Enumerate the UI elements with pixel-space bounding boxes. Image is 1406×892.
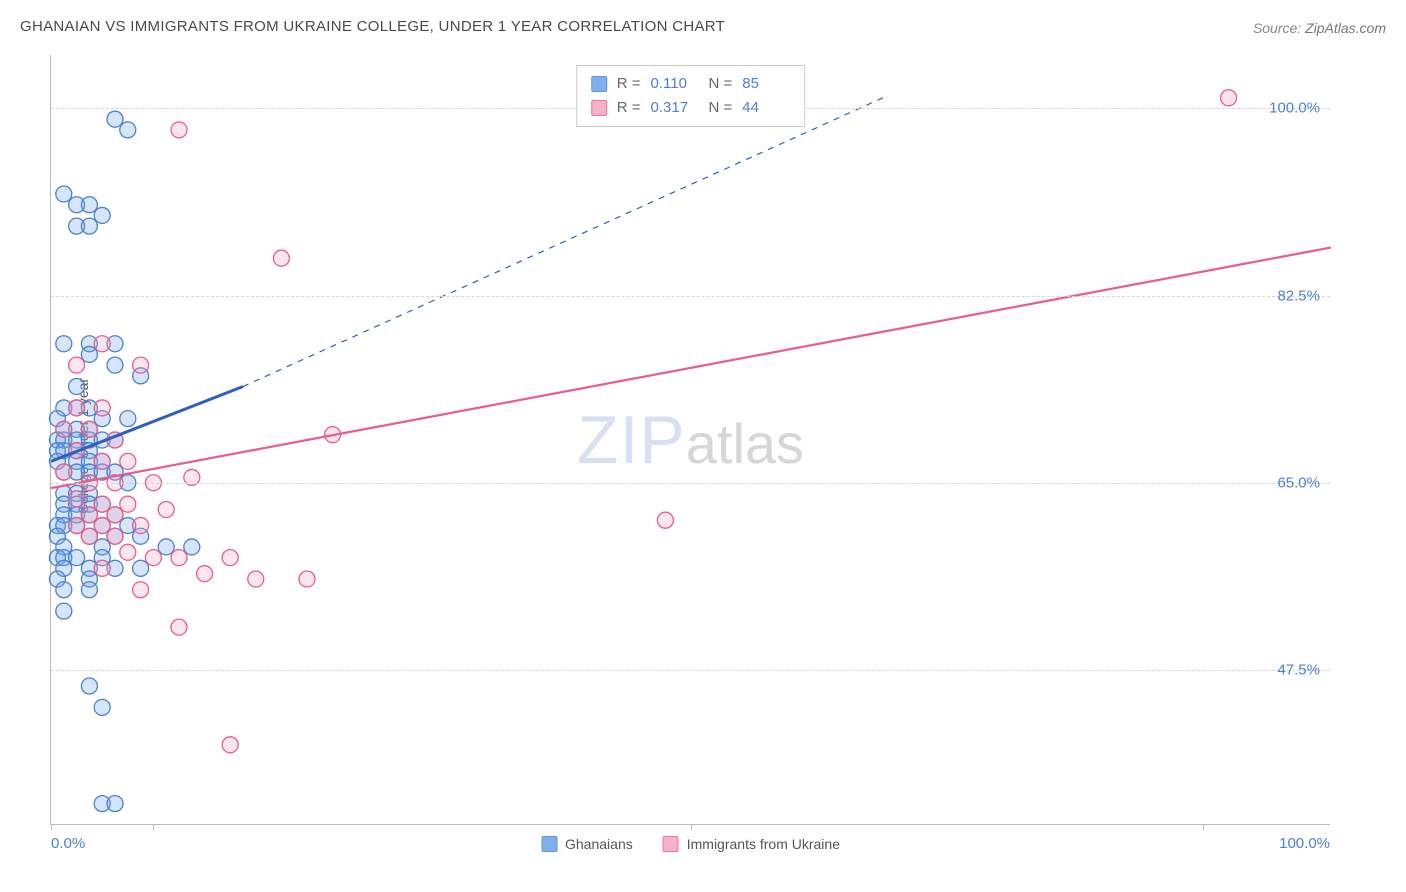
data-point bbox=[222, 550, 238, 566]
plot-svg bbox=[51, 55, 1330, 824]
gridline-h bbox=[51, 296, 1330, 297]
stats-n-value-2: 44 bbox=[742, 96, 790, 120]
data-point bbox=[248, 571, 264, 587]
data-point bbox=[120, 544, 136, 560]
data-point bbox=[94, 518, 110, 534]
stats-legend-box: R = 0.110 N = 85 R = 0.317 N = 44 bbox=[576, 65, 806, 127]
legend-swatch-2 bbox=[663, 836, 679, 852]
stats-r-label-2: R = bbox=[617, 96, 641, 120]
y-tick-label: 100.0% bbox=[1269, 100, 1320, 117]
data-point bbox=[81, 346, 97, 362]
data-point bbox=[69, 550, 85, 566]
data-point bbox=[107, 357, 123, 373]
data-point bbox=[69, 491, 85, 507]
bottom-legend: Ghanaians Immigrants from Ukraine bbox=[541, 836, 840, 852]
data-point bbox=[94, 453, 110, 469]
data-point bbox=[81, 421, 97, 437]
legend-swatch-1 bbox=[541, 836, 557, 852]
data-point bbox=[56, 582, 72, 598]
data-point bbox=[657, 512, 673, 528]
trend-line bbox=[243, 98, 883, 387]
gridline-h bbox=[51, 483, 1330, 484]
x-axis-min-label: 0.0% bbox=[51, 835, 85, 852]
stats-n-label-1: N = bbox=[709, 72, 733, 96]
data-point bbox=[56, 186, 72, 202]
x-axis-max-label: 100.0% bbox=[1279, 835, 1330, 852]
y-tick-label: 47.5% bbox=[1277, 661, 1320, 678]
data-point bbox=[120, 453, 136, 469]
data-point bbox=[107, 507, 123, 523]
data-point bbox=[81, 678, 97, 694]
data-point bbox=[94, 496, 110, 512]
stats-n-label-2: N = bbox=[709, 96, 733, 120]
x-tick bbox=[51, 824, 52, 830]
y-tick-label: 82.5% bbox=[1277, 287, 1320, 304]
data-point bbox=[197, 566, 213, 582]
data-point bbox=[81, 197, 97, 213]
x-tick bbox=[153, 824, 154, 830]
chart-title: GHANAIAN VS IMMIGRANTS FROM UKRAINE COLL… bbox=[20, 18, 725, 35]
gridline-h bbox=[51, 670, 1330, 671]
data-point bbox=[94, 699, 110, 715]
data-point bbox=[1221, 90, 1237, 106]
stats-row-series2: R = 0.317 N = 44 bbox=[591, 96, 791, 120]
plot-area: ZIPatlas R = 0.110 N = 85 R = 0.317 N = … bbox=[50, 55, 1330, 825]
data-point bbox=[133, 357, 149, 373]
data-point bbox=[273, 250, 289, 266]
legend-item-2: Immigrants from Ukraine bbox=[663, 836, 840, 852]
source-label: Source: bbox=[1253, 20, 1305, 36]
stats-r-value-1: 0.110 bbox=[651, 72, 699, 96]
data-point bbox=[56, 421, 72, 437]
source-credit: Source: ZipAtlas.com bbox=[1253, 20, 1386, 36]
data-point bbox=[222, 737, 238, 753]
data-point bbox=[145, 550, 161, 566]
data-point bbox=[69, 357, 85, 373]
stats-row-series1: R = 0.110 N = 85 bbox=[591, 72, 791, 96]
stats-swatch-1 bbox=[591, 76, 607, 92]
x-tick bbox=[691, 824, 692, 830]
data-point bbox=[120, 122, 136, 138]
trend-line bbox=[51, 248, 1331, 489]
x-tick bbox=[1203, 824, 1204, 830]
data-point bbox=[171, 619, 187, 635]
source-value: ZipAtlas.com bbox=[1305, 20, 1386, 36]
data-point bbox=[299, 571, 315, 587]
data-point bbox=[81, 528, 97, 544]
data-point bbox=[107, 528, 123, 544]
data-point bbox=[171, 122, 187, 138]
data-point bbox=[171, 550, 187, 566]
data-point bbox=[133, 518, 149, 534]
data-point bbox=[56, 336, 72, 352]
y-tick-label: 65.0% bbox=[1277, 474, 1320, 491]
stats-r-value-2: 0.317 bbox=[651, 96, 699, 120]
data-point bbox=[158, 539, 174, 555]
data-point bbox=[56, 603, 72, 619]
data-point bbox=[69, 379, 85, 395]
data-point bbox=[120, 411, 136, 427]
data-point bbox=[94, 207, 110, 223]
data-point bbox=[81, 507, 97, 523]
stats-swatch-2 bbox=[591, 100, 607, 116]
data-point bbox=[94, 400, 110, 416]
legend-label-1: Ghanaians bbox=[565, 836, 633, 852]
data-point bbox=[107, 796, 123, 812]
data-point bbox=[107, 111, 123, 127]
data-point bbox=[133, 582, 149, 598]
data-point bbox=[133, 560, 149, 576]
legend-label-2: Immigrants from Ukraine bbox=[687, 836, 840, 852]
legend-item-1: Ghanaians bbox=[541, 836, 633, 852]
data-point bbox=[158, 502, 174, 518]
data-point bbox=[69, 518, 85, 534]
data-point bbox=[81, 218, 97, 234]
data-point bbox=[81, 582, 97, 598]
data-point bbox=[94, 336, 110, 352]
data-point bbox=[184, 539, 200, 555]
data-point bbox=[56, 464, 72, 480]
stats-n-value-1: 85 bbox=[742, 72, 790, 96]
data-point bbox=[120, 496, 136, 512]
data-point bbox=[94, 560, 110, 576]
stats-r-label-1: R = bbox=[617, 72, 641, 96]
data-point bbox=[69, 400, 85, 416]
